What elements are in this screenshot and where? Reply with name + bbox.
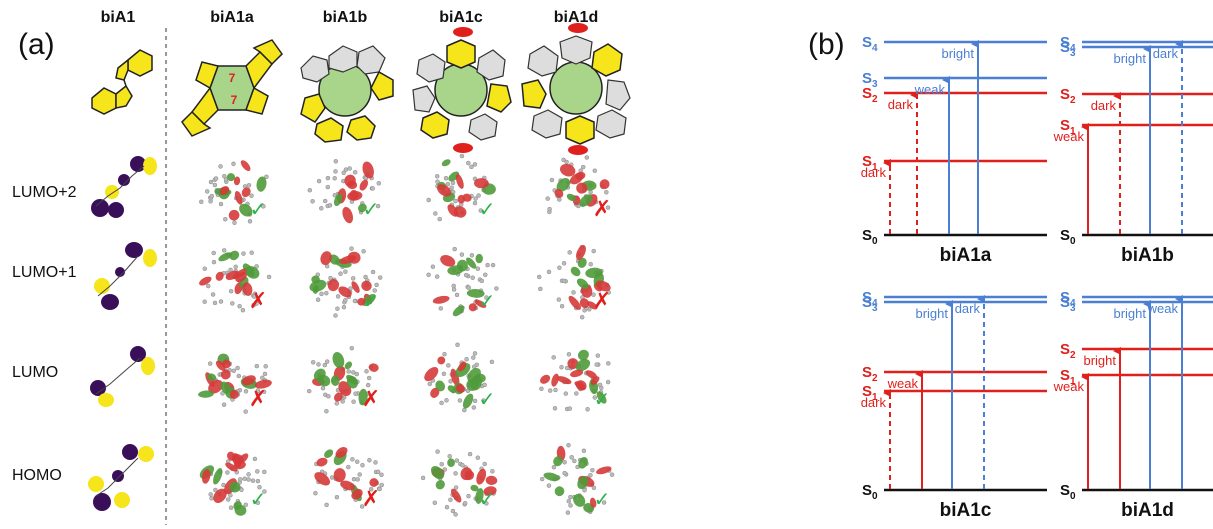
orbital-cell [307, 159, 382, 224]
orbital-cell [539, 349, 611, 412]
transition-label: weak [914, 82, 946, 97]
marker-bottom-red [568, 145, 588, 155]
col-header-biA1d: biA1d [554, 9, 598, 26]
level-label-S2: S2 [1060, 86, 1076, 106]
orbital-cell [536, 244, 611, 320]
col-header-biA1a: biA1a [210, 9, 254, 26]
check-icon: ✓ [479, 487, 496, 511]
orbital-cell [426, 153, 496, 222]
orbital-cell [426, 246, 499, 317]
level-label-S2: S2 [1060, 341, 1076, 361]
mo-biA1-lumo1 [94, 242, 157, 310]
structure-biA1c [412, 27, 512, 153]
transition-label: weak [887, 376, 919, 391]
transition-label: dark [861, 165, 887, 180]
diagram-title: biA1b [1121, 245, 1174, 266]
transition-label: dark [955, 301, 981, 316]
orbital-grid [198, 153, 615, 517]
orbital-cell [198, 353, 272, 414]
check-icon: ✓ [363, 289, 380, 313]
transition-label: bright [941, 46, 974, 61]
transition-label: bright [1083, 353, 1116, 368]
check-icon: ✓ [363, 197, 380, 221]
mo-biA1-homo [88, 444, 154, 511]
orbital-cell [199, 451, 267, 516]
orbital-cell [306, 345, 379, 414]
level-label-S0: S0 [1060, 227, 1076, 247]
orbital-cell [199, 160, 269, 225]
level-label-S4: S4 [862, 34, 878, 54]
check-icon: ✓ [479, 289, 496, 313]
transition-label: bright [1113, 51, 1146, 66]
orbital-cell [545, 155, 611, 215]
marker-top-red [568, 23, 588, 33]
level-label-S3: S3 [1060, 39, 1076, 59]
seven-ring-label-top: 7 [229, 71, 236, 85]
level-label-S0: S0 [862, 482, 878, 502]
transition-label: dark [888, 97, 914, 112]
check-icon: ✓ [479, 197, 496, 221]
col-header-biA1: biA1 [101, 9, 136, 26]
row-header-lumo: LUMO [12, 364, 58, 381]
transition-label: bright [915, 306, 948, 321]
orbital-cell [424, 342, 495, 413]
structure-biA1a: 7 7 [181, 39, 283, 137]
mo-biA1-lumo2 [91, 156, 157, 218]
orbital-cell [420, 449, 498, 517]
energy-diagrams: S4S3S2S1S0darkdarkweakbrightbiA1aS4S3S2S… [861, 34, 1213, 521]
structure-biA1 [91, 49, 153, 115]
panel-a-label: (a) [18, 28, 55, 61]
marker-bottom-red [453, 143, 473, 153]
mo-biA1-lumo [90, 346, 155, 407]
diagram-title: biA1c [940, 500, 992, 521]
transition-label: dark [861, 395, 887, 410]
structure-biA1b [300, 45, 394, 143]
col-header-biA1b: biA1b [323, 9, 368, 26]
orbital-cell [313, 446, 384, 509]
check-icon: ✓ [250, 197, 267, 221]
check-icon: ✓ [250, 487, 267, 511]
diagram-title: biA1d [1121, 500, 1174, 521]
orbital-cell [309, 246, 383, 318]
cross-icon: ✗ [362, 387, 380, 412]
panel-b-label: (b) [808, 28, 845, 61]
structure-biA1d [521, 23, 631, 155]
row-header-lumo1: LUMO+1 [12, 264, 77, 281]
transition-label: weak [1147, 301, 1179, 316]
marks-grid: ✓ ✓ ✓ ✗ ✗ ✓ ✓ ✗ ✗ ✗ ✓ ✓ ✓ ✗ ✓ ✓ [249, 197, 611, 512]
level-label-S0: S0 [1060, 482, 1076, 502]
seven-ring-label-bottom: 7 [231, 93, 238, 107]
transition-label: weak [1053, 129, 1085, 144]
check-icon: ✓ [479, 387, 496, 411]
cross-icon: ✗ [249, 387, 267, 412]
transition-label: bright [1113, 306, 1146, 321]
row-header-homo: HOMO [12, 467, 62, 484]
level-label-S2: S2 [862, 364, 878, 384]
transition-label: weak [1053, 379, 1085, 394]
orbital-cell [199, 248, 272, 313]
level-label-S3: S3 [862, 294, 878, 314]
row-header-lumo2: LUMO+2 [12, 184, 77, 201]
cross-icon: ✗ [362, 487, 380, 512]
cross-icon: ✗ [593, 289, 611, 314]
check-icon: ✓ [594, 387, 611, 411]
marker-top-red [453, 27, 473, 37]
orbital-cell [539, 442, 615, 515]
cross-icon: ✗ [593, 197, 611, 222]
check-icon: ✓ [594, 487, 611, 511]
level-label-S0: S0 [862, 227, 878, 247]
level-label-S3: S3 [1060, 294, 1076, 314]
col-header-biA1c: biA1c [439, 9, 483, 26]
cross-icon: ✗ [249, 289, 267, 314]
diagram-title: biA1a [940, 245, 992, 266]
transition-label: dark [1091, 98, 1117, 113]
transition-label: dark [1153, 46, 1179, 61]
